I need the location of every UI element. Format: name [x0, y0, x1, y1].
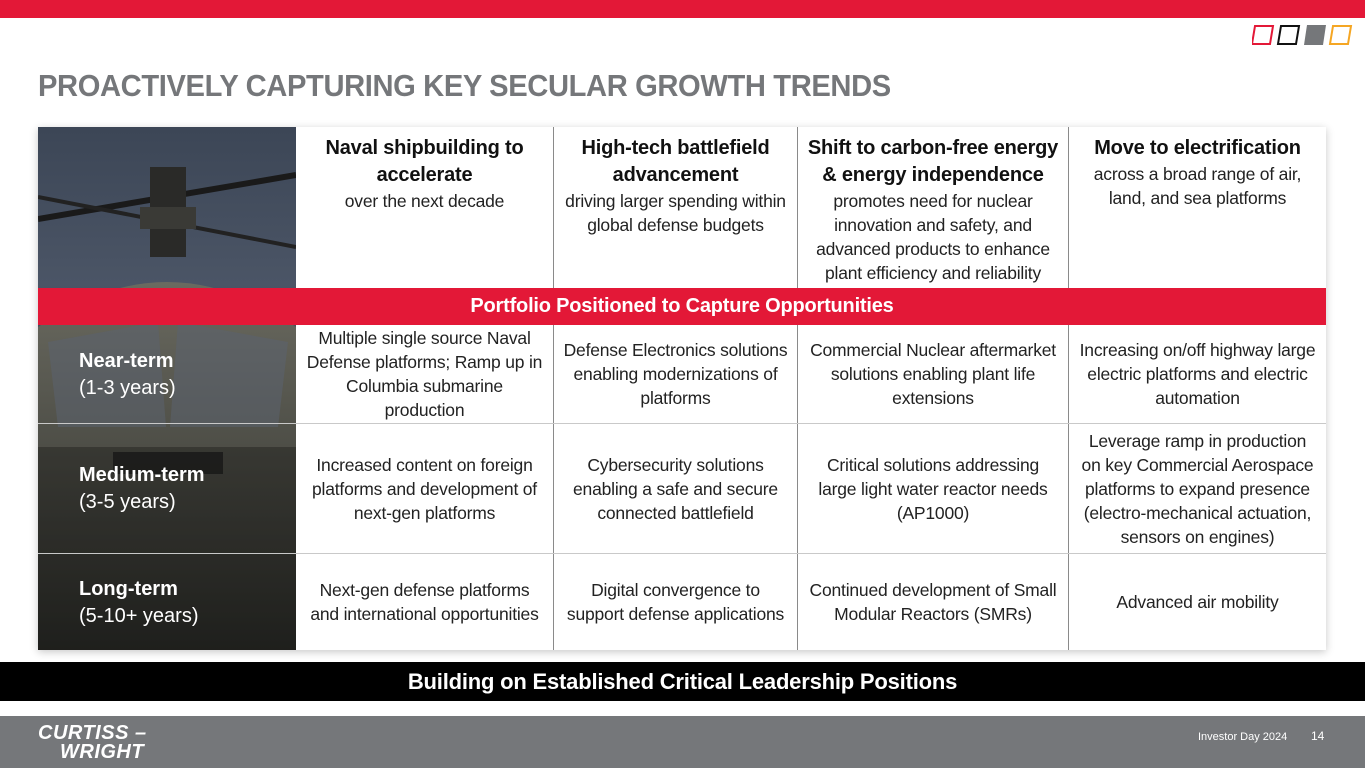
col-divider — [1068, 325, 1069, 650]
table-cell: Cybersecurity solutions enabling a safe … — [573, 454, 778, 523]
row-divider — [38, 553, 1326, 554]
trend-header-energy: Shift to carbon-free energy & energy ind… — [798, 127, 1068, 288]
brand-logo: CURTISS – WRIGHT — [38, 722, 147, 763]
page-number: 14 — [1311, 729, 1325, 743]
table-cell: Digital convergence to support defense a… — [566, 580, 785, 624]
event-label: Investor Day 2024 — [1198, 731, 1288, 743]
trend-heading: Move to electrification — [1094, 137, 1301, 159]
table-cell: Defense Electronics solutions enabling m… — [563, 340, 788, 408]
term-years: (3-5 years) — [79, 491, 176, 513]
col-divider — [553, 325, 554, 650]
row-divider — [38, 423, 1326, 424]
portfolio-band: Portfolio Positioned to Capture Opportun… — [38, 288, 1326, 325]
table-cell: Critical solutions addressing large ligh… — [818, 454, 1048, 523]
trend-subtext: across a broad range of air, land, and s… — [1093, 164, 1302, 208]
table-cell: Leverage ramp in production on key Comme… — [1081, 430, 1314, 547]
table-cell: Increasing on/off highway large electric… — [1079, 340, 1316, 408]
term-years: (5-10+ years) — [79, 605, 199, 627]
trend-heading: Shift to carbon-free energy & energy ind… — [807, 137, 1059, 186]
trend-heading: High-tech battlefield advancement — [581, 137, 770, 186]
term-label: Long-term — [79, 578, 178, 600]
trend-subtext: driving larger spending within global de… — [565, 191, 786, 235]
table-cell: Advanced air mobility — [1116, 592, 1279, 612]
table-cell: Next-gen defense platforms and internati… — [310, 580, 539, 624]
footer: CURTISS – WRIGHT Investor Day 2024 14 — [0, 716, 1365, 768]
col-divider — [553, 127, 554, 288]
trend-header-electrification: Move to electrification across a broad r… — [1069, 127, 1326, 288]
page-title: PROACTIVELY CAPTURING KEY SECULAR GROWTH… — [38, 68, 891, 103]
leadership-band: Building on Established Critical Leaders… — [0, 662, 1365, 701]
top-accent-bar — [0, 0, 1365, 18]
table-cell: Commercial Nuclear aftermarket solutions… — [810, 340, 1056, 408]
row-label-near-term: Near-term (1-3 years) — [79, 348, 176, 402]
col-divider — [1068, 127, 1069, 288]
term-years: (1-3 years) — [79, 377, 176, 399]
term-label: Near-term — [79, 350, 174, 372]
table-cell: Increased content on foreign platforms a… — [312, 454, 537, 523]
row-label-long-term: Long-term (5-10+ years) — [79, 576, 199, 630]
growth-trends-table: Naval shipbuilding to accelerate over th… — [38, 127, 1326, 650]
col-divider — [797, 325, 798, 650]
brand-shapes-icon — [1252, 25, 1353, 45]
trend-header-battlefield: High-tech battlefield advancement drivin… — [554, 127, 797, 288]
term-label: Medium-term — [79, 464, 205, 486]
trend-subtext: over the next decade — [344, 191, 505, 211]
table-cell: Multiple single source Naval Defense pla… — [306, 328, 543, 420]
trend-heading: Naval shipbuilding to accelerate — [325, 137, 524, 186]
trend-subtext: promotes need for nuclear innovation and… — [816, 191, 1050, 283]
col-divider — [797, 127, 798, 288]
table-cell: Continued development of Small Modular R… — [809, 580, 1057, 624]
helicopter-photo — [38, 127, 296, 650]
row-label-medium-term: Medium-term (3-5 years) — [79, 462, 205, 516]
trend-header-naval: Naval shipbuilding to accelerate over th… — [296, 127, 553, 288]
